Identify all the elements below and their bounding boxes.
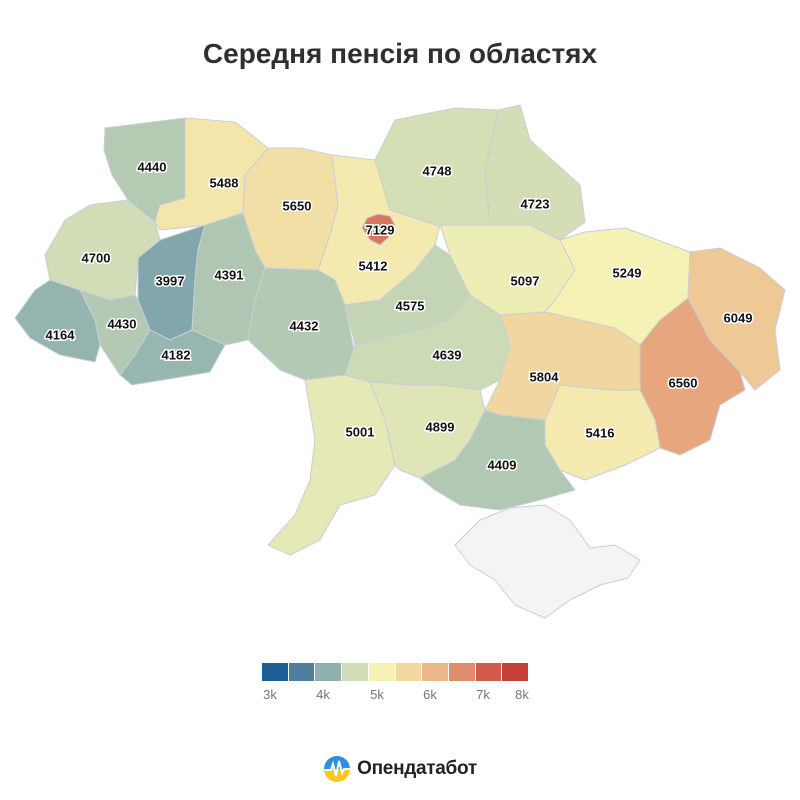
region-value-label: 5097 — [511, 273, 540, 288]
map-title: Середня пенсія по областях — [202, 38, 598, 69]
brand: Опендатабот — [0, 755, 800, 783]
region-value-label: 4440 — [138, 159, 167, 174]
legend-tick: 6k — [423, 687, 437, 702]
legend-swatch — [288, 663, 316, 681]
legend-swatch — [368, 663, 396, 681]
region-value-label: 5249 — [613, 265, 642, 280]
region-value-label: 4639 — [433, 347, 462, 362]
region-value-label: 4748 — [423, 163, 452, 178]
region-kherson[interactable] — [419, 409, 576, 511]
legend-swatch — [448, 663, 476, 681]
region-value-label: 4164 — [46, 327, 76, 342]
region-value-label: 4899 — [426, 419, 455, 434]
region-value-label: 4575 — [396, 298, 425, 313]
region-value-label: 5412 — [359, 258, 388, 273]
legend-ticks: 3k 4k 5k 6k 7k 8k — [262, 687, 530, 707]
legend-tick: 8k — [515, 687, 529, 702]
region-sumy[interactable] — [484, 104, 586, 241]
region-value-label: 4723 — [521, 196, 550, 211]
region-value-label: 3997 — [156, 273, 185, 288]
region-value-label: 4430 — [108, 316, 137, 331]
region-value-label: 6049 — [724, 310, 753, 325]
legend-swatch — [315, 663, 343, 681]
region-value-label: 7129 — [366, 222, 395, 237]
region-kyiv-city[interactable] — [361, 213, 396, 246]
region-value-label: 6560 — [669, 375, 698, 390]
region-value-label: 4700 — [82, 250, 111, 265]
region-value-label: 5804 — [530, 369, 560, 384]
region-value-label: 4409 — [488, 457, 517, 472]
region-value-label: 4432 — [290, 318, 319, 333]
legend-tick: 4k — [316, 687, 330, 702]
region-chernivtsi[interactable] — [119, 329, 226, 386]
legend-tick: 3k — [263, 687, 277, 702]
legend-swatch — [342, 663, 369, 681]
legend-swatch — [395, 663, 423, 681]
region-value-label: 5416 — [586, 425, 615, 440]
region-value-label: 5001 — [346, 424, 375, 439]
region-crimea[interactable] — [454, 504, 641, 619]
legend-swatch — [502, 663, 529, 681]
region-value-label: 4182 — [162, 347, 191, 362]
legend-tick: 7k — [476, 687, 490, 702]
region-odesa[interactable] — [267, 374, 396, 556]
brand-name: Опендатабот — [357, 758, 477, 779]
legend-tick: 5k — [370, 687, 384, 702]
region-value-label: 5650 — [283, 198, 312, 213]
opendatabot-logo-icon — [324, 756, 351, 782]
region-value-label: 4391 — [215, 267, 244, 282]
legend-swatch — [262, 663, 289, 681]
legend-color-bar — [262, 663, 529, 681]
legend-swatch — [422, 663, 449, 681]
color-legend: 3k 4k 5k 6k 7k 8k — [262, 663, 530, 707]
legend-swatch — [475, 663, 503, 681]
region-value-label: 5488 — [210, 175, 239, 190]
